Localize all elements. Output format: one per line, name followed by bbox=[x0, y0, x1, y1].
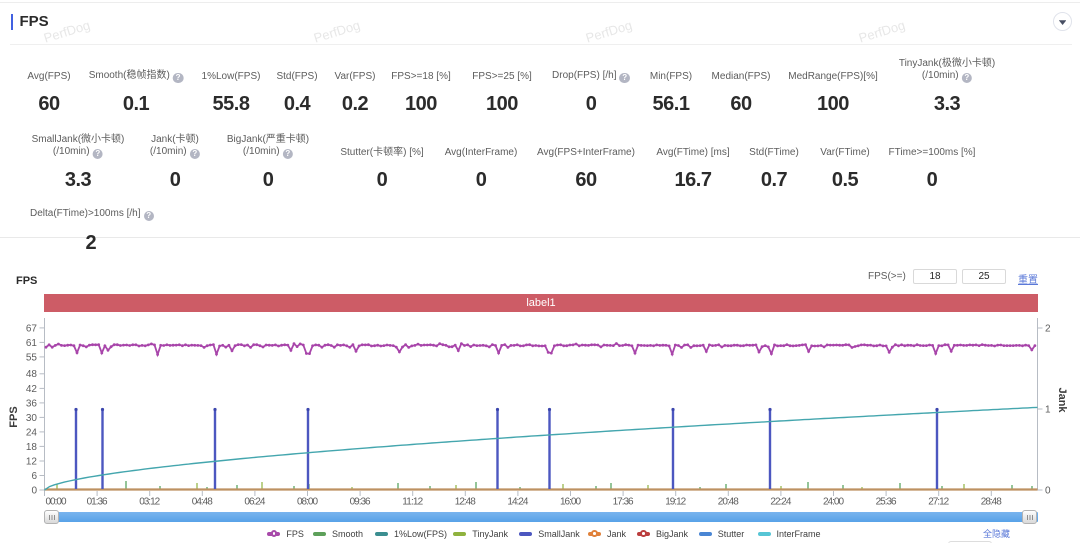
svg-text:24:00: 24:00 bbox=[823, 497, 844, 508]
svg-text:14:24: 14:24 bbox=[507, 497, 528, 508]
svg-text:30: 30 bbox=[26, 413, 38, 424]
svg-text:1: 1 bbox=[1045, 404, 1051, 415]
svg-text:FPS: FPS bbox=[8, 406, 20, 427]
svg-text:28:48: 28:48 bbox=[981, 497, 1002, 508]
svg-text:01:36: 01:36 bbox=[87, 497, 108, 508]
svg-text:42: 42 bbox=[26, 384, 38, 395]
svg-text:36: 36 bbox=[26, 398, 38, 409]
svg-text:11:12: 11:12 bbox=[402, 497, 423, 508]
svg-text:20:48: 20:48 bbox=[718, 497, 739, 508]
svg-text:2: 2 bbox=[1045, 323, 1051, 334]
svg-text:61: 61 bbox=[26, 338, 38, 349]
svg-text:48: 48 bbox=[26, 369, 38, 380]
svg-text:03:12: 03:12 bbox=[139, 497, 160, 508]
svg-text:22:24: 22:24 bbox=[770, 497, 791, 508]
svg-text:12: 12 bbox=[26, 456, 38, 467]
svg-text:09:36: 09:36 bbox=[350, 497, 371, 508]
svg-text:0: 0 bbox=[1045, 485, 1051, 496]
svg-text:19:12: 19:12 bbox=[665, 497, 686, 508]
svg-text:00:00: 00:00 bbox=[46, 497, 67, 508]
svg-text:18: 18 bbox=[26, 442, 38, 453]
svg-text:25:36: 25:36 bbox=[876, 497, 897, 508]
svg-text:12:48: 12:48 bbox=[455, 497, 476, 508]
svg-text:04:48: 04:48 bbox=[192, 497, 213, 508]
svg-text:55: 55 bbox=[26, 352, 38, 363]
svg-text:27:12: 27:12 bbox=[928, 497, 949, 508]
svg-text:24: 24 bbox=[26, 427, 38, 438]
svg-text:17:36: 17:36 bbox=[613, 497, 634, 508]
svg-text:16:00: 16:00 bbox=[560, 497, 581, 508]
svg-text:6: 6 bbox=[31, 471, 37, 482]
svg-text:Jank: Jank bbox=[1056, 387, 1068, 413]
svg-text:06:24: 06:24 bbox=[244, 497, 265, 508]
svg-text:0: 0 bbox=[31, 485, 37, 496]
svg-text:67: 67 bbox=[26, 323, 38, 334]
svg-text:08:00: 08:00 bbox=[297, 497, 318, 508]
